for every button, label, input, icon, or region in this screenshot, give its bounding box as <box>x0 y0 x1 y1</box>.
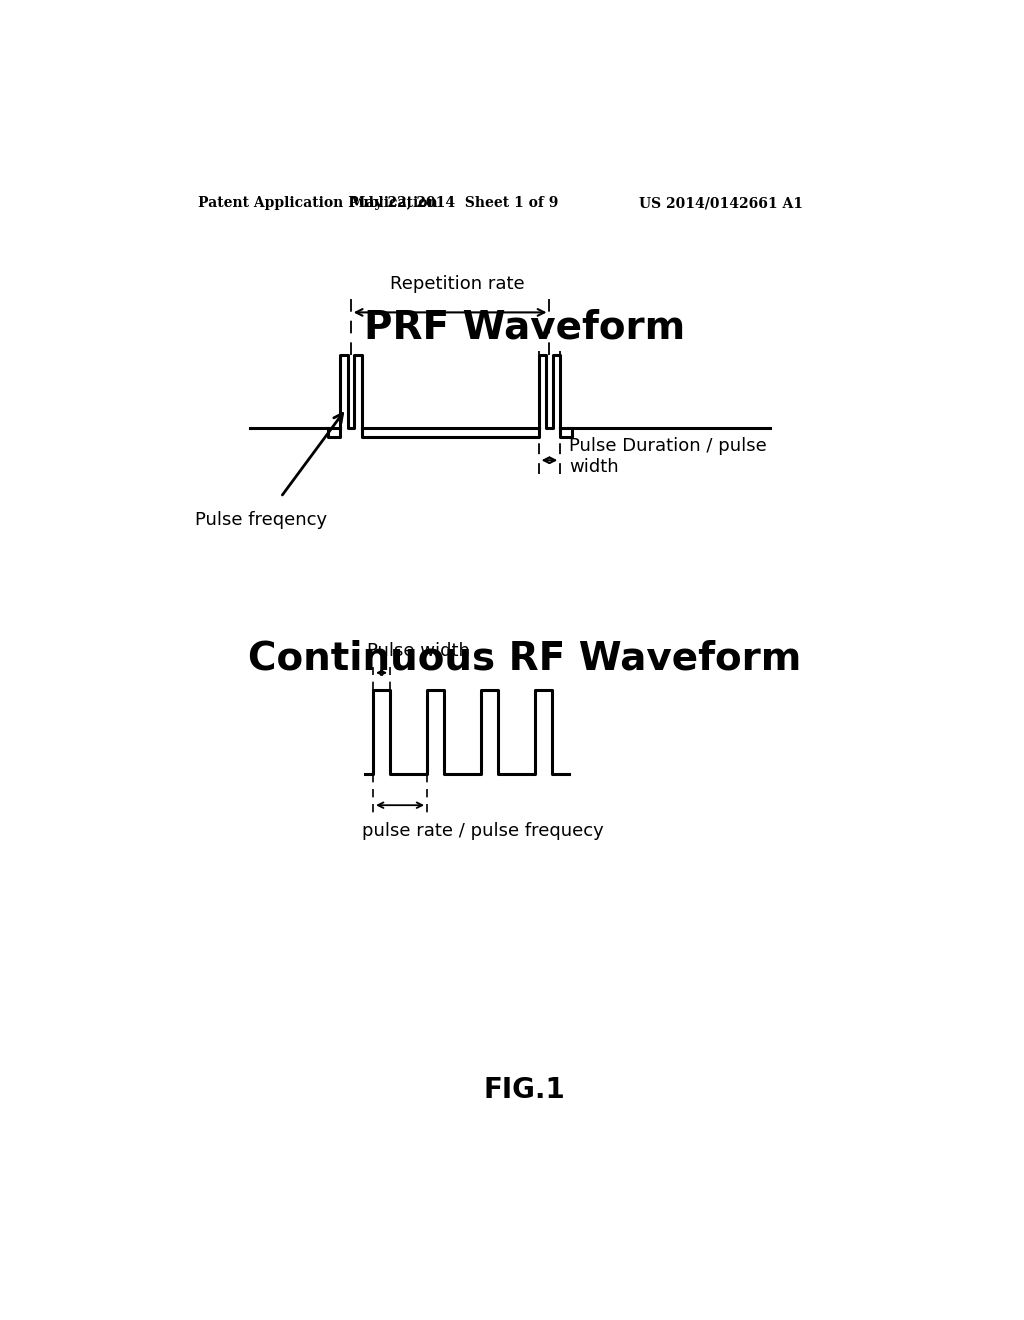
Text: Repetition rate: Repetition rate <box>390 275 525 293</box>
Text: FIG.1: FIG.1 <box>484 1076 565 1104</box>
Text: Pulse freqency: Pulse freqency <box>196 511 328 529</box>
Text: Pulse Duration / pulse
width: Pulse Duration / pulse width <box>569 437 767 475</box>
Text: Pulse width: Pulse width <box>367 643 470 660</box>
Text: Continuous RF Waveform: Continuous RF Waveform <box>248 640 802 678</box>
Text: US 2014/0142661 A1: US 2014/0142661 A1 <box>639 197 803 210</box>
Text: pulse rate / pulse frequecy: pulse rate / pulse frequecy <box>361 822 603 840</box>
Text: PRF Waveform: PRF Waveform <box>365 309 685 347</box>
Text: May 22, 2014  Sheet 1 of 9: May 22, 2014 Sheet 1 of 9 <box>350 197 558 210</box>
Text: Patent Application Publication: Patent Application Publication <box>199 197 438 210</box>
